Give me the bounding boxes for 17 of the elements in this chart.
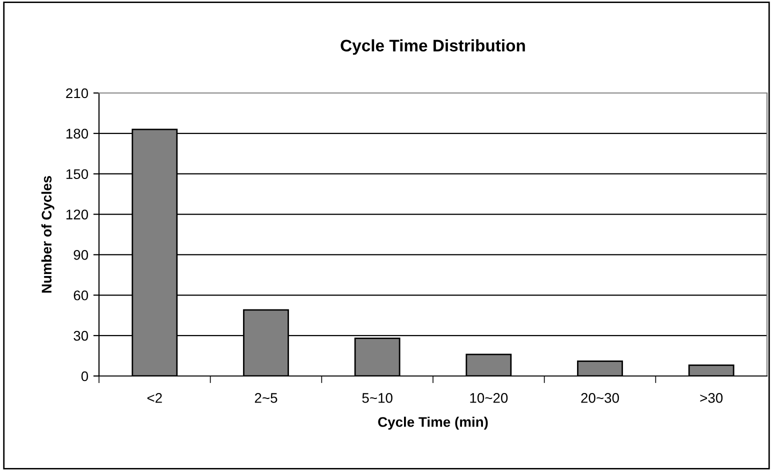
y-tick-label: 210 [66,88,88,98]
y-tick-label: 150 [66,169,88,180]
x-tick-label: 20~30 [581,393,619,403]
x-tick-label: 10~20 [470,393,508,403]
y-axis-title: Number of Cycles [41,176,54,293]
x-axis-title: Cycle Time (min) [378,416,488,430]
x-tick-label: 2~5 [254,393,278,403]
chart-title: Cycle Time Distribution [340,39,525,55]
y-tick-label: 120 [66,210,88,220]
x-tick-label: >30 [700,393,723,403]
y-tick-label: 180 [66,128,88,139]
y-tick-label: 90 [74,250,88,260]
x-tick-label: <2 [147,393,162,403]
y-tick-label: 60 [74,290,88,300]
y-tick-label: 30 [74,330,88,341]
y-tick-label: 0 [81,371,88,382]
x-tick-label: 5~10 [362,393,392,403]
